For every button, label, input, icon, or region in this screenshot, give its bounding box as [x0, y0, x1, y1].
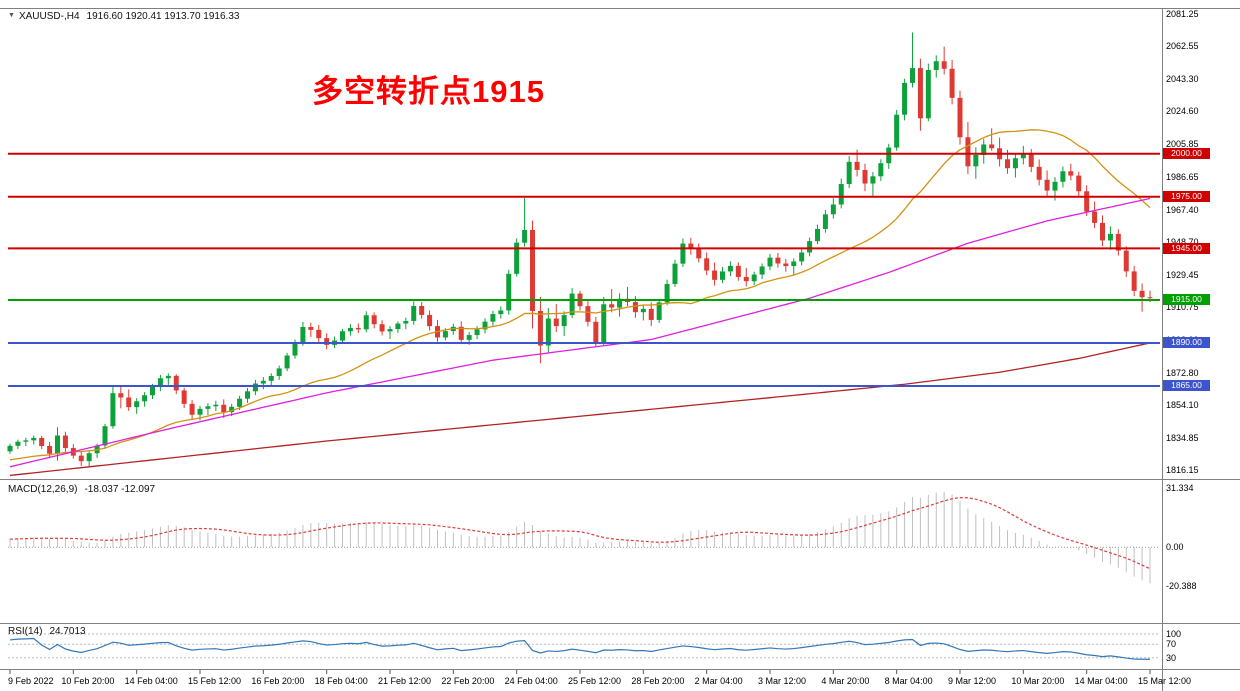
ma-slow-line — [9, 342, 1151, 477]
time-axis-label: 16 Feb 20:00 — [251, 676, 305, 686]
price-tick-label: 1967.40 — [1166, 204, 1199, 215]
time-axis-layer — [9, 670, 1151, 674]
time-axis-label: 10 Feb 20:00 — [61, 676, 115, 686]
macd-panel-label: MACD(12,26,9) -18.037 -12.097 — [8, 484, 155, 495]
price-tick-label: 1834.85 — [1166, 432, 1199, 443]
ma-mid-line — [9, 197, 1151, 468]
price-tick-label: 1910.75 — [1166, 302, 1199, 313]
rsi-line — [9, 637, 1151, 660]
macd-tick-label: 31.334 — [1166, 482, 1194, 493]
moving-averages-layer — [9, 129, 1151, 477]
rsi-tick-label: 100 — [1166, 629, 1182, 639]
time-axis-label: 18 Feb 04:00 — [314, 676, 368, 686]
price-tick-label: 1854.10 — [1166, 399, 1199, 410]
rsi-panel-label: RSI(14) 24.7013 — [8, 626, 86, 637]
price-tick-label: 1816.15 — [1166, 465, 1199, 475]
price-level-tag: 1890.00 — [1163, 337, 1210, 349]
rsi-tick-label: 70 — [1166, 639, 1177, 650]
rsi-layer — [8, 633, 1160, 660]
chart-annotation-text: 多空转折点1915 — [312, 74, 545, 109]
price-tick-label: 1929.45 — [1166, 270, 1199, 281]
ma-fast-line — [9, 129, 1151, 461]
macd-current-values: -18.037 -12.097 — [84, 484, 156, 495]
price-tick-label: 2081.25 — [1166, 9, 1199, 19]
collapse-triangle-icon[interactable]: ▼ — [8, 12, 15, 19]
macd-tick-label: 0.00 — [1166, 542, 1184, 553]
macd-tick-label: -20.388 — [1166, 580, 1197, 591]
price-level-tag: 1975.00 — [1163, 191, 1210, 203]
macd-signal-line — [9, 497, 1151, 570]
panel-separators — [0, 8, 1240, 691]
time-axis-label: 25 Feb 12:00 — [568, 676, 622, 686]
price-tick-label: 2024.60 — [1166, 106, 1199, 117]
time-axis-label: 21 Feb 12:00 — [378, 676, 432, 686]
macd-name: MACD(12,26,9) — [8, 484, 78, 495]
rsi-tick-label: 30 — [1166, 652, 1177, 663]
price-tick-label: 1986.65 — [1166, 171, 1199, 182]
price-tick-label: 2043.30 — [1166, 74, 1199, 85]
rsi-name: RSI(14) — [8, 626, 43, 637]
horizontal-levels-layer[interactable] — [8, 152, 1160, 387]
price-tick-label: 2062.55 — [1166, 41, 1199, 52]
ohlc-values: 1916.60 1920.41 1913.70 1916.33 — [86, 11, 240, 22]
time-axis-label: 10 Mar 20:00 — [1011, 676, 1065, 686]
time-axis-label: 9 Feb 2022 — [8, 676, 54, 686]
time-axis-label: 28 Feb 20:00 — [631, 676, 685, 686]
chart-title: ▼ XAUUSD-,H4 1916.60 1920.41 1913.70 1916.… — [8, 11, 239, 22]
price-level-tag: 1945.00 — [1163, 242, 1210, 254]
time-axis-label: 15 Feb 12:00 — [188, 676, 242, 686]
time-axis-label: 15 Mar 12:00 — [1138, 676, 1192, 686]
rsi-current-value: 24.7013 — [49, 626, 86, 637]
price-level-tag: 2000.00 — [1163, 148, 1210, 160]
time-axis-label: 14 Mar 04:00 — [1074, 676, 1128, 686]
time-axis-label: 22 Feb 20:00 — [441, 676, 495, 686]
price-tick-label: 1948.70 — [1166, 237, 1199, 247]
candles-layer[interactable] — [7, 32, 1153, 468]
time-axis-label: 4 Mar 20:00 — [821, 676, 870, 686]
price-tick-label: 1872.80 — [1166, 367, 1199, 378]
time-axis-label: 8 Mar 04:00 — [884, 676, 933, 686]
price-tick-label: 2005.85 — [1166, 138, 1199, 149]
macd-layer — [8, 491, 1160, 584]
time-axis-label: 24 Feb 04:00 — [504, 676, 558, 686]
symbol-timeframe-label: XAUUSD-,H4 — [18, 11, 80, 22]
price-level-tag: 1865.00 — [1163, 380, 1210, 392]
time-axis-label: 14 Feb 04:00 — [124, 676, 178, 686]
time-axis-label: 9 Mar 12:00 — [948, 676, 997, 686]
price-level-tag: 1915.00 — [1163, 294, 1210, 306]
time-axis-label: 2 Mar 04:00 — [694, 676, 743, 686]
time-axis-label: 3 Mar 12:00 — [758, 676, 807, 686]
